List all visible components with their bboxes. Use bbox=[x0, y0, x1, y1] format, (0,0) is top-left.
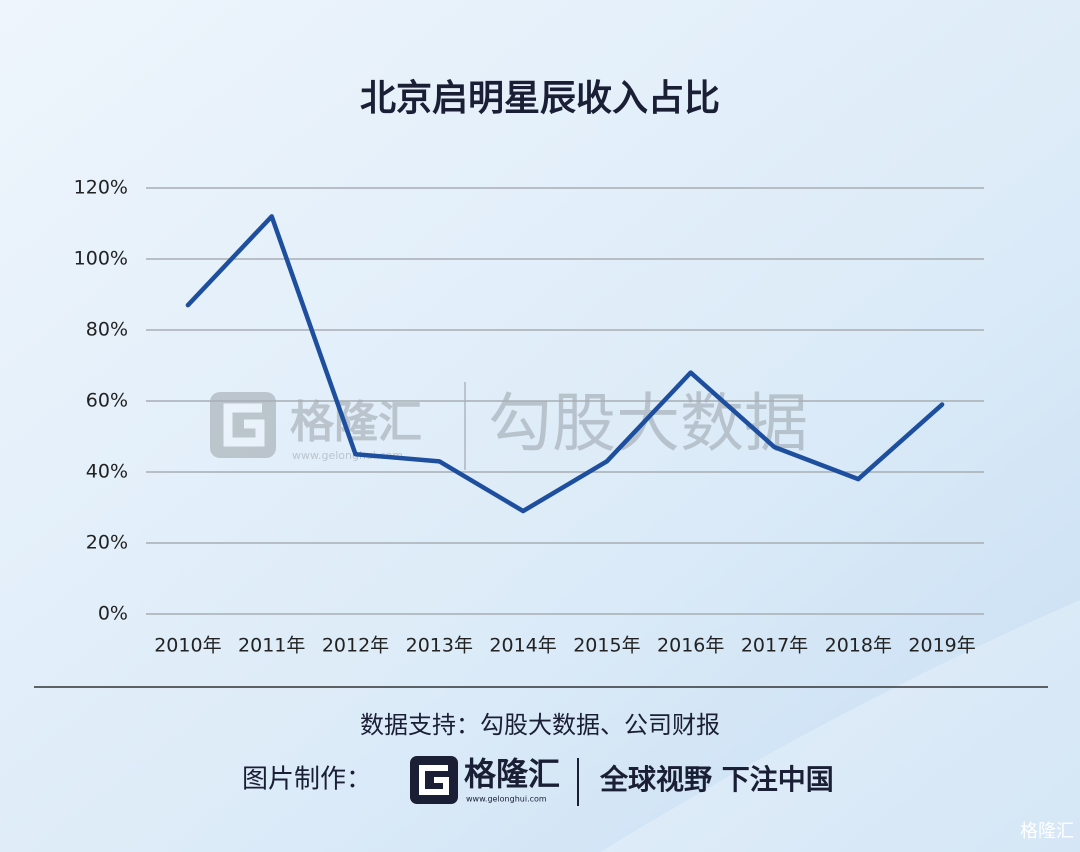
y-tick-label: 120% bbox=[74, 177, 128, 199]
x-tick-label: 2018年 bbox=[825, 635, 892, 657]
watermark-brand: 格隆汇 bbox=[290, 397, 422, 448]
plot: 0% 20% 40% 60% 80% 100% 120% 2010年 2011年 2012年 201… bbox=[74, 177, 984, 657]
line bbox=[185, 214, 945, 514]
x-tick-label: 2015年 bbox=[573, 635, 640, 657]
x-tick-label: 2013年 bbox=[406, 635, 473, 657]
y-tick-label: 20% bbox=[86, 532, 128, 554]
x-tick-label: 2016年 bbox=[657, 635, 724, 657]
x-tick-label: 2011年 bbox=[238, 635, 305, 657]
y-tick-label: 0% bbox=[98, 603, 128, 625]
decor bbox=[600, 600, 1080, 852]
source: 数据支持：勾股大数据、公司财报 bbox=[360, 711, 720, 739]
x-tick-label: 2014年 bbox=[489, 635, 556, 657]
slogan: 全球视野 下注中国 bbox=[599, 763, 834, 796]
corner-brand: 格隆汇 bbox=[1020, 821, 1074, 842]
watermark-logo-g bbox=[223, 403, 265, 447]
y-tick-label: 40% bbox=[86, 461, 128, 483]
watermark: 格隆汇 www.gelonghui.com 勾股大数据 bbox=[210, 382, 808, 470]
x-tick-label: 2019年 bbox=[908, 635, 975, 657]
footer-brand: 格隆汇 bbox=[464, 755, 560, 793]
watermark-product: 勾股大数据 bbox=[488, 388, 808, 462]
maker: 图片制作： bbox=[242, 765, 372, 795]
watermark-url: www.gelonghui.com bbox=[292, 449, 403, 462]
footer-logo-g bbox=[419, 765, 449, 795]
footer-url: www.gelonghui.com bbox=[466, 795, 547, 804]
x-tick-label: 2010年 bbox=[154, 635, 221, 657]
y-tick-label: 80% bbox=[86, 319, 128, 341]
y-tick-label: 60% bbox=[86, 390, 128, 412]
y-tick-label: 100% bbox=[74, 248, 128, 270]
x-tick-label: 2012年 bbox=[322, 635, 389, 657]
chart-title: 北京启明星辰收入占比 bbox=[360, 77, 720, 119]
x-tick-label: 2017年 bbox=[741, 635, 808, 657]
watermark-logo bbox=[210, 392, 276, 458]
